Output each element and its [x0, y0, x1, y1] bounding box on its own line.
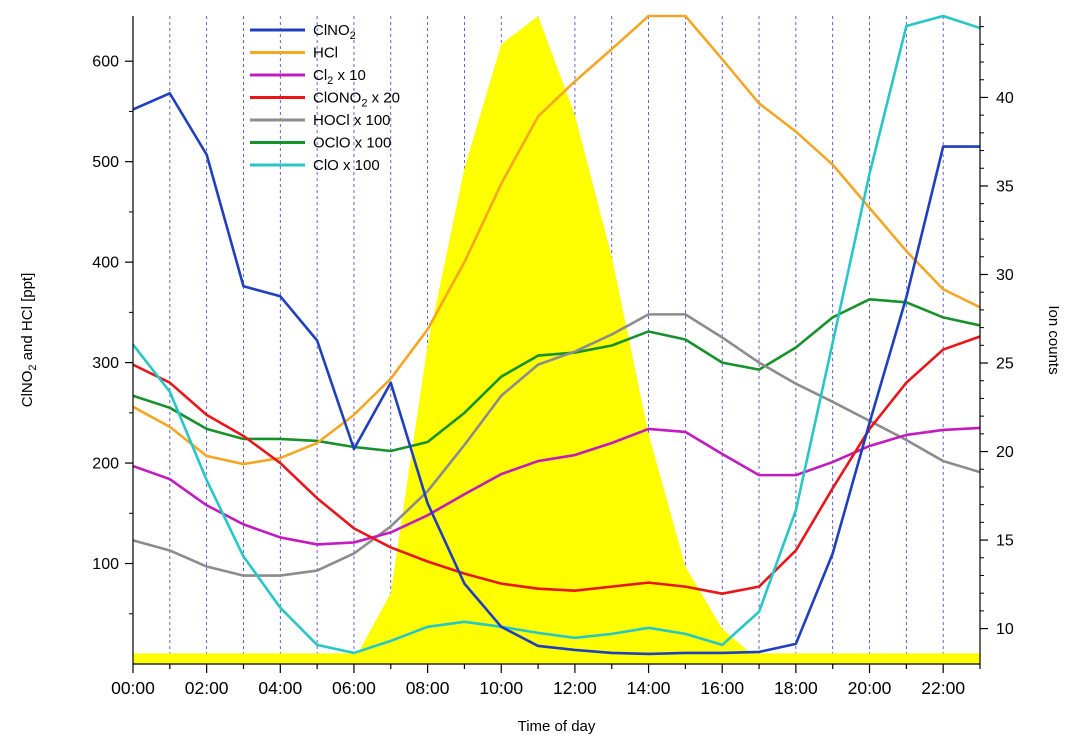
tick-labels: 100 200 300 400 500 600 10 15 20 25 30 35 40 00:00 02:…	[92, 54, 1014, 698]
x-tick-label: 00:00	[111, 678, 155, 698]
y-tick-label: 100	[92, 556, 119, 573]
y-tick-label: 600	[92, 54, 119, 71]
series-line-clono2-x-20	[132, 335, 981, 595]
y-tick-label: 300	[92, 355, 119, 372]
y-axis-label: ClNO2 and HCl [ppt]	[19, 273, 39, 408]
series-line-clno2	[132, 92, 980, 656]
y2-tick-label: 40	[996, 90, 1014, 107]
x-tick-label: 10:00	[479, 678, 523, 698]
series-line-clo-x-100	[131, 14, 981, 655]
x-tick-label: 16:00	[700, 678, 744, 698]
x-tick-label: 04:00	[258, 678, 302, 698]
legend-label: ClONO2 x 20	[313, 90, 400, 110]
x-tick-label: 18:00	[774, 678, 818, 698]
series-line-hocl-x-100	[132, 313, 981, 577]
legend-label: ClO x 100	[313, 157, 380, 174]
x-tick-label: 20:00	[848, 678, 892, 698]
legend-label: OClO x 100	[313, 135, 391, 152]
y-tick-label: 200	[92, 456, 119, 473]
y2-tick-label: 30	[996, 267, 1014, 284]
ion-counts-area	[133, 16, 980, 664]
y-tick-label: 400	[92, 255, 119, 272]
y2-tick-label: 35	[996, 178, 1014, 195]
legend-label: Cl2 x 10	[313, 67, 366, 87]
x-axis-label: Time of day	[518, 718, 596, 735]
y2-tick-label: 25	[996, 356, 1014, 373]
x-tick-label: 22:00	[921, 678, 965, 698]
x-tick-label: 14:00	[627, 678, 671, 698]
legend: ClNO2 HCl Cl2 x 10 ClONO2 x 20 HOCl x 100 OCl…	[250, 22, 400, 174]
y2-tick-label: 15	[996, 533, 1014, 550]
y-tick-label: 500	[92, 154, 119, 171]
axes	[125, 16, 988, 673]
y2-tick-label: 10	[996, 621, 1014, 638]
axis-labels: Time of day ClNO2 and HCl [ppt] Ion counts	[19, 273, 1062, 735]
series-line-cl2-x-10	[132, 426, 981, 546]
y2-tick-label: 20	[996, 444, 1014, 461]
y2-axis-label: Ion counts	[1045, 305, 1062, 374]
x-tick-label: 12:00	[553, 678, 597, 698]
x-tick-label: 06:00	[332, 678, 376, 698]
x-tick-label: 08:00	[406, 678, 450, 698]
legend-label: ClNO2	[313, 22, 356, 42]
x-tick-label: 02:00	[185, 678, 229, 698]
ion-counts-fill	[353, 16, 760, 664]
legend-label: HCl	[313, 45, 338, 62]
legend-label: HOCl x 100	[313, 112, 391, 129]
series-lines	[131, 14, 981, 656]
